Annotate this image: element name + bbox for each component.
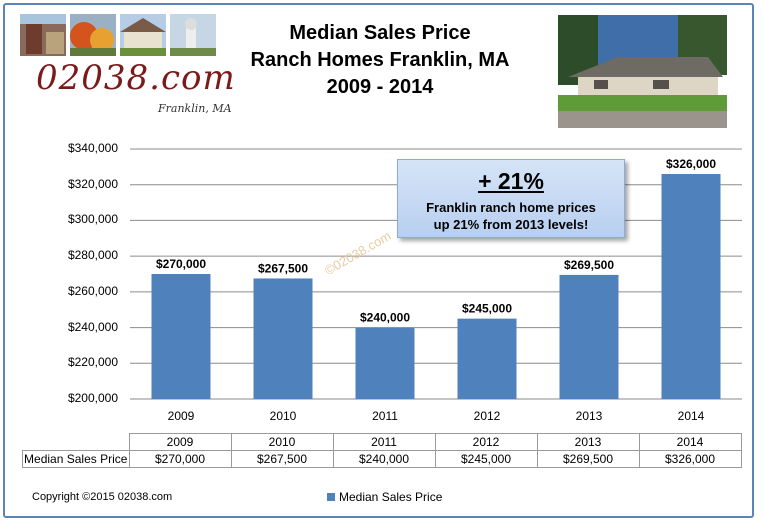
table-year-cell: 2013 <box>536 433 640 451</box>
title-line-1: Median Sales Price <box>289 22 471 44</box>
title-line-2: Ranch Homes Franklin, MA <box>250 49 510 71</box>
table-row: Median Sales Price $270,000 $267,500 $24… <box>22 450 742 468</box>
x-tick-label: 2012 <box>474 409 501 423</box>
callout-line-2: up 21% from 2013 levels! <box>433 217 589 232</box>
table-value-cell: $267,500 <box>230 450 334 468</box>
table-year-cell: 2010 <box>230 433 334 451</box>
y-tick-label: $220,000 <box>67 355 118 370</box>
x-tick-label: 2013 <box>576 409 603 423</box>
data-label: $269,500 <box>564 258 614 272</box>
table-value-cell: $269,500 <box>536 450 640 468</box>
chart-title: Median Sales Price Ranch Homes Franklin,… <box>220 20 540 101</box>
table-header-row: 2009 2010 2011 2012 2013 2014 <box>22 433 742 451</box>
data-table: 2009 2010 2011 2012 2013 2014 Median Sal… <box>22 433 742 468</box>
y-tick-label: $300,000 <box>67 212 118 227</box>
copyright-text: Copyright ©2015 02038.com <box>32 491 173 503</box>
x-tick-label: 2009 <box>168 409 195 423</box>
table-value-cell: $270,000 <box>128 450 232 468</box>
bar <box>661 174 721 399</box>
x-tick-label: 2014 <box>678 409 705 423</box>
table-value-cell: $240,000 <box>332 450 436 468</box>
ranch-house-photo <box>558 15 727 128</box>
y-tick-label: $240,000 <box>67 319 118 334</box>
legend: Median Sales Price <box>327 490 442 504</box>
legend-label: Median Sales Price <box>339 490 443 504</box>
data-label: $326,000 <box>666 157 716 171</box>
logo-subtext: Franklin, MA <box>158 102 232 115</box>
bar <box>253 278 313 399</box>
table-corner <box>22 433 130 451</box>
legend-swatch <box>327 493 335 501</box>
y-tick-label: $320,000 <box>67 176 118 191</box>
bar <box>559 274 619 399</box>
x-tick-label: 2011 <box>372 409 398 423</box>
bar <box>457 318 517 399</box>
callout-text: Franklin ranch home prices up 21% from 2… <box>398 199 624 233</box>
table-value-cell: $245,000 <box>434 450 538 468</box>
town-photos <box>20 14 216 56</box>
callout-line-1: Franklin ranch home prices <box>426 200 596 215</box>
data-label: $240,000 <box>360 311 410 325</box>
table-value-cell: $326,000 <box>638 450 742 468</box>
title-line-3: 2009 - 2014 <box>326 76 434 98</box>
y-tick-label: $280,000 <box>67 248 118 263</box>
table-year-cell: 2012 <box>434 433 538 451</box>
callout-headline: + 21% <box>478 168 544 194</box>
data-label: $270,000 <box>156 257 206 271</box>
table-row-label: Median Sales Price <box>22 450 130 468</box>
callout-box: + 21% Franklin ranch home prices up 21% … <box>397 159 625 238</box>
x-tick-label: 2010 <box>270 409 297 423</box>
table-year-cell: 2011 <box>332 433 436 451</box>
data-label: $267,500 <box>258 261 308 275</box>
bar <box>355 327 415 399</box>
data-label: $245,000 <box>462 302 512 316</box>
table-year-cell: 2014 <box>638 433 742 451</box>
y-tick-label: $340,000 <box>67 141 118 155</box>
y-tick-label: $260,000 <box>67 283 118 298</box>
table-year-cell: 2009 <box>128 433 232 451</box>
bar <box>151 274 211 399</box>
site-logo: 02038.com <box>36 58 236 98</box>
y-tick-label: $200,000 <box>67 391 118 405</box>
